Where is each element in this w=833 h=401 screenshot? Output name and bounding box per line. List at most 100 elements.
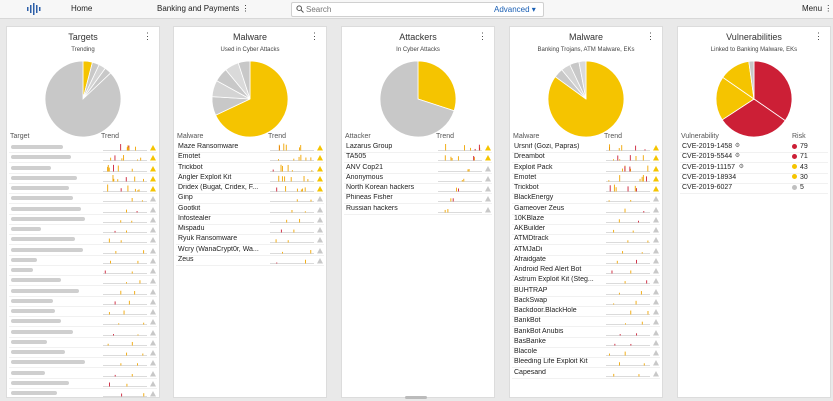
item-name[interactable]: Maze Ransomware bbox=[178, 143, 239, 150]
item-name[interactable]: Astrum Exploit Kit (Steg... bbox=[514, 276, 594, 284]
nav-banking-and-payments[interactable]: Banking and Payments ⋮ bbox=[157, 4, 250, 13]
list-item[interactable] bbox=[9, 152, 157, 164]
item-name[interactable] bbox=[11, 348, 99, 356]
item-name[interactable]: Ginp bbox=[178, 194, 193, 202]
list-item[interactable] bbox=[9, 316, 157, 328]
list-item[interactable] bbox=[9, 357, 157, 369]
pie-chart[interactable] bbox=[42, 58, 124, 140]
list-item[interactable]: Angler Exploit Kit bbox=[176, 173, 324, 184]
list-item[interactable]: Mispadu bbox=[176, 224, 324, 235]
list-item[interactable] bbox=[9, 245, 157, 256]
item-name[interactable]: Afraidgate bbox=[514, 255, 546, 263]
item-name[interactable] bbox=[11, 256, 99, 264]
card-menu-icon[interactable]: ⋮ bbox=[814, 31, 823, 41]
list-item[interactable]: Phineas Fisher bbox=[344, 193, 492, 205]
bars-logo-icon[interactable] bbox=[26, 2, 42, 16]
list-item[interactable] bbox=[9, 173, 157, 184]
pie-slice[interactable] bbox=[748, 60, 755, 100]
item-name[interactable]: Android Red Alert Bot bbox=[514, 266, 582, 273]
pie-slice[interactable] bbox=[44, 60, 122, 138]
card-menu-icon[interactable]: ⋮ bbox=[646, 31, 655, 41]
list-item[interactable]: CVE-2019-18934 30 bbox=[680, 173, 828, 184]
list-item[interactable] bbox=[9, 388, 157, 397]
list-item[interactable]: Maze Ransomware bbox=[176, 142, 324, 153]
item-name[interactable] bbox=[11, 194, 99, 202]
list-item[interactable] bbox=[9, 286, 157, 297]
list-item[interactable]: Emotet bbox=[176, 152, 324, 164]
advanced-search-dropdown[interactable]: Advanced ▾ bbox=[494, 5, 536, 14]
list-item[interactable]: BankBot Anubis bbox=[512, 327, 660, 338]
list-item[interactable]: Ursnif (Gozi, Papras) bbox=[512, 142, 660, 153]
list-item[interactable]: Trickbot bbox=[176, 163, 324, 174]
card-menu-icon[interactable]: ⋮ bbox=[143, 31, 152, 41]
item-name[interactable] bbox=[11, 266, 99, 274]
item-name[interactable]: North Korean hackers bbox=[346, 184, 415, 191]
item-name[interactable]: ATMDtrack bbox=[514, 235, 549, 243]
menu-button[interactable]: Menu ⋮ bbox=[802, 4, 833, 13]
item-name[interactable]: Emotet bbox=[178, 153, 201, 161]
pie-slice[interactable] bbox=[715, 76, 755, 121]
list-item[interactable]: Gameover Zeus bbox=[512, 204, 660, 215]
pie-slice[interactable] bbox=[753, 60, 793, 122]
item-name[interactable]: BUHTRAP bbox=[514, 286, 548, 294]
list-item[interactable]: Blacole bbox=[512, 347, 660, 358]
item-name[interactable]: BankBot bbox=[514, 317, 541, 325]
item-name[interactable] bbox=[11, 143, 99, 151]
list-item[interactable] bbox=[9, 214, 157, 225]
item-name[interactable]: AKBuilder bbox=[514, 225, 546, 232]
list-item[interactable] bbox=[9, 275, 157, 287]
item-name[interactable] bbox=[11, 338, 99, 346]
list-item[interactable]: Exploit Pack bbox=[512, 163, 660, 174]
item-name[interactable] bbox=[11, 205, 99, 213]
item-name[interactable]: CVE-2019-1458 bbox=[682, 143, 733, 150]
item-name[interactable]: Gameover Zeus bbox=[514, 204, 565, 212]
item-name[interactable] bbox=[11, 317, 99, 325]
item-name[interactable]: Bleeding Life Exploit Kit bbox=[514, 358, 588, 366]
item-name[interactable]: Angler Exploit Kit bbox=[178, 173, 232, 181]
list-item[interactable]: Ryuk Ransomware bbox=[176, 234, 324, 246]
list-item[interactable] bbox=[9, 234, 157, 246]
list-item[interactable] bbox=[9, 368, 157, 379]
item-name[interactable]: Dreambot bbox=[514, 153, 545, 161]
list-item[interactable]: Gootkit bbox=[176, 204, 324, 215]
list-item[interactable]: Russian hackers bbox=[344, 204, 492, 215]
list-item[interactable]: BackSwap bbox=[512, 296, 660, 307]
list-item[interactable] bbox=[9, 142, 157, 153]
item-name[interactable] bbox=[11, 235, 99, 243]
list-item[interactable]: Dridex (Bugat, Cridex, F... bbox=[176, 183, 324, 194]
list-item[interactable]: Trickbot bbox=[512, 183, 660, 194]
item-name[interactable]: Gootkit bbox=[178, 204, 201, 212]
item-name[interactable]: ATMJaDi bbox=[514, 245, 543, 253]
list-item[interactable]: Android Red Alert Bot bbox=[512, 265, 660, 276]
item-name[interactable]: Wcry (WanaCrypt0r, Wa... bbox=[178, 245, 259, 253]
item-name[interactable] bbox=[11, 307, 99, 315]
item-name[interactable]: BankBot Anubis bbox=[514, 327, 564, 335]
list-item[interactable] bbox=[9, 337, 157, 348]
item-name[interactable]: BackSwap bbox=[514, 296, 548, 304]
list-item[interactable]: CVE-2019-11157 ⚙ 43 bbox=[680, 163, 828, 174]
item-name[interactable] bbox=[11, 328, 99, 336]
item-name[interactable]: Backdoor.BlackHole bbox=[514, 307, 577, 314]
item-name[interactable]: Lazarus Group bbox=[346, 143, 393, 150]
list-item[interactable]: BasBanke bbox=[512, 337, 660, 348]
list-item[interactable]: North Korean hackers bbox=[344, 183, 492, 194]
list-item[interactable]: CVE-2019-5544 ⚙ 71 bbox=[680, 152, 828, 164]
item-name[interactable] bbox=[11, 164, 99, 172]
list-item[interactable]: Capesand bbox=[512, 368, 660, 379]
item-name[interactable] bbox=[11, 369, 99, 377]
list-item[interactable]: ATMDtrack bbox=[512, 234, 660, 246]
pie-chart[interactable] bbox=[713, 58, 795, 140]
item-name[interactable]: Emotet bbox=[514, 173, 537, 181]
item-name[interactable]: ANV Cop21 bbox=[346, 163, 383, 171]
item-name[interactable]: Anonymous bbox=[346, 173, 383, 181]
pie-slice[interactable] bbox=[379, 60, 455, 138]
item-name[interactable] bbox=[11, 297, 99, 305]
item-name[interactable]: Mispadu bbox=[178, 225, 205, 232]
item-name[interactable] bbox=[11, 389, 99, 397]
item-name[interactable] bbox=[11, 246, 99, 254]
list-item[interactable]: Emotet bbox=[512, 173, 660, 184]
nav-home[interactable]: Home bbox=[71, 4, 93, 13]
item-name[interactable] bbox=[11, 184, 99, 192]
item-name[interactable]: CVE-2019-6027 bbox=[682, 184, 733, 191]
list-item[interactable]: Zeus bbox=[176, 255, 324, 266]
